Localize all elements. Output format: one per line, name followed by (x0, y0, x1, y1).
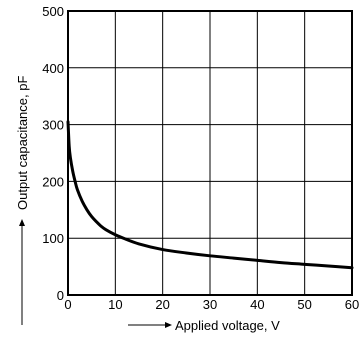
series-layer (66, 120, 354, 270)
plot-frame (67, 10, 353, 296)
x-axis-arrow-head (165, 322, 172, 328)
y-axis-label-group: Output capacitance, pF (15, 76, 30, 325)
x-tick-label: 0 (64, 297, 71, 312)
grid-lines (68, 11, 352, 295)
x-tick-label: 20 (155, 297, 169, 312)
x-tick-label: 10 (108, 297, 122, 312)
x-tick-label: 30 (203, 297, 217, 312)
y-axis-arrow-head (19, 219, 25, 226)
capacitance-curve (66, 120, 354, 270)
y-tick-label: 400 (42, 61, 64, 76)
y-tick-label: 300 (42, 118, 64, 133)
y-axis-label: Output capacitance, pF (15, 76, 30, 210)
y-tick-label: 100 (42, 231, 64, 246)
x-axis-label: Applied voltage, V (175, 318, 280, 333)
tick-labels: 0 10 20 30 40 50 60 0 100 200 300 400 500 (42, 4, 359, 312)
x-tick-label: 40 (250, 297, 264, 312)
x-tick-label: 50 (297, 297, 311, 312)
y-tick-label: 0 (57, 288, 64, 303)
x-tick-label: 60 (345, 297, 359, 312)
x-axis-label-group: Applied voltage, V (128, 318, 280, 333)
y-tick-label: 500 (42, 4, 64, 19)
y-tick-label: 200 (42, 174, 64, 189)
